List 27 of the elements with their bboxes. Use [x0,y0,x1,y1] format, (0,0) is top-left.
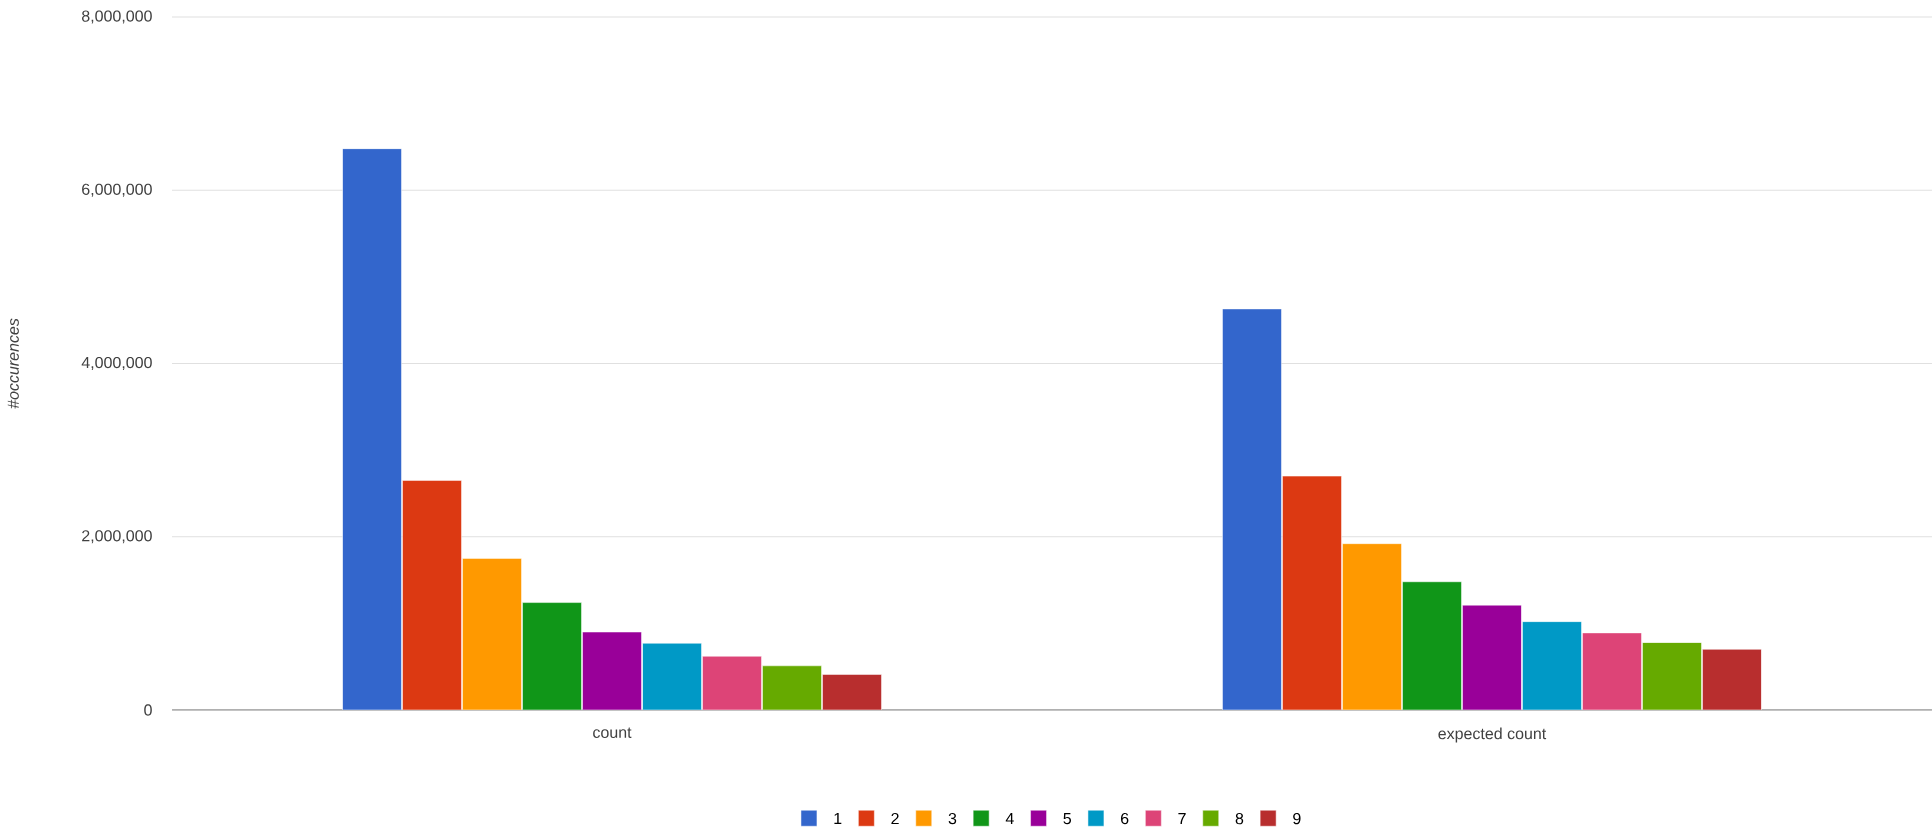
legend-label: 9 [1293,812,1301,825]
legend-label: 8 [1235,812,1244,825]
legend-label: 1 [834,812,842,824]
legend-label: 4 [1005,812,1014,824]
legend-label: 2 [891,812,899,825]
bar [1222,308,1282,710]
y-tick-label: 0 [144,704,152,716]
bar [1702,649,1762,710]
x-tick-label: expected count [1438,727,1547,743]
bar [762,665,822,710]
bar [642,643,702,710]
y-tick-label: 8,000,000 [81,10,152,24]
y-tick-label: 2,000,000 [82,530,152,544]
legend-label: 7 [1178,812,1186,824]
y-axis-title: #occurences [7,318,19,409]
y-tick-label: 4,000,000 [81,356,152,371]
x-tick-label: count [593,727,632,739]
bar [1642,642,1702,710]
y-tick-label: 6,000,000 [82,183,152,197]
legend-label: 3 [948,812,957,825]
bar [582,631,642,710]
legend-label: 5 [1063,812,1072,825]
legend-label: 6 [1121,812,1129,825]
bar [342,148,402,710]
bar [1522,621,1582,710]
bar [1462,604,1522,710]
bar [822,674,882,710]
